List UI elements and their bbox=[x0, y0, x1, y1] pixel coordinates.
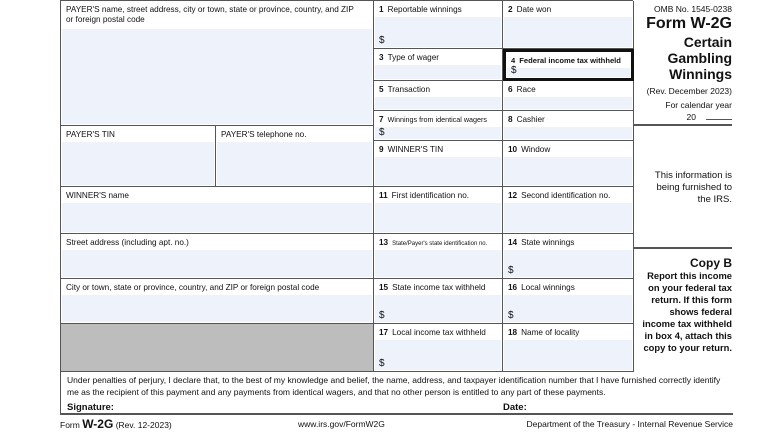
box-label: 1 Reportable winnings bbox=[379, 5, 462, 14]
winner-city-field[interactable]: City or town, state or province, country… bbox=[61, 279, 374, 324]
copy-instructions: Report this income on your federal tax r… bbox=[642, 270, 732, 353]
winner-street-field[interactable]: Street address (including apt. no.) bbox=[61, 234, 374, 279]
dollar-sign: $ bbox=[379, 35, 385, 46]
box-label: 7 Winnings from identical wagers bbox=[379, 115, 488, 124]
box-label: 13 State/Payer's state identification no. bbox=[379, 238, 488, 247]
box-label: 17 Local income tax withheld bbox=[379, 328, 486, 337]
payer-tin-field[interactable]: PAYER'S TIN bbox=[61, 126, 216, 187]
box-12[interactable]: 12 Second identification no. bbox=[503, 187, 634, 234]
box-14[interactable]: 14 State winnings $ bbox=[503, 234, 634, 279]
box-11[interactable]: 11 First identification no. bbox=[374, 187, 503, 234]
box-label: 4 Federal income tax withheld bbox=[511, 56, 621, 65]
box-label: 12 Second identification no. bbox=[508, 191, 611, 200]
form-name: Form W-2G bbox=[646, 15, 732, 32]
shaded-area bbox=[61, 324, 374, 372]
perjury-section: Under penalties of perjury, I declare th… bbox=[60, 371, 733, 415]
box-label: 10 Window bbox=[508, 145, 551, 154]
signature-field[interactable]: Signature: bbox=[67, 402, 114, 413]
box-label: 6 Race bbox=[508, 85, 536, 94]
calendar-year-field[interactable]: 20 bbox=[636, 112, 732, 122]
footer: Form W-2G (Rev. 12-2023) www.irs.gov/For… bbox=[60, 417, 733, 431]
box-label: 9 WINNER'S TIN bbox=[379, 145, 444, 154]
box-5[interactable]: 5 Transaction bbox=[374, 81, 503, 111]
dollar-sign: $ bbox=[508, 310, 514, 321]
box-label: 5 Transaction bbox=[379, 85, 431, 94]
box-18[interactable]: 18 Name of locality bbox=[503, 324, 634, 372]
box-label: 2 Date won bbox=[508, 5, 552, 14]
box-label: 11 First identification no. bbox=[379, 191, 470, 200]
box-4[interactable]: 4 Federal income tax withheld $ bbox=[503, 49, 634, 81]
box-label: 8 Cashier bbox=[508, 115, 545, 124]
dollar-sign: $ bbox=[379, 310, 385, 321]
box-3[interactable]: 3 Type of wager bbox=[374, 49, 503, 81]
box-13[interactable]: 13 State/Payer's state identification no. bbox=[374, 234, 503, 279]
dollar-sign: $ bbox=[379, 358, 385, 369]
copy-title: Copy B bbox=[690, 256, 732, 270]
box-label: 15 State income tax withheld bbox=[379, 283, 486, 292]
perjury-statement: Under penalties of perjury, I declare th… bbox=[67, 375, 721, 397]
box-17[interactable]: 17 Local income tax withheld $ bbox=[374, 324, 503, 372]
box-15[interactable]: 15 State income tax withheld $ bbox=[374, 279, 503, 324]
box-6[interactable]: 6 Race bbox=[503, 81, 634, 111]
box-16[interactable]: 16 Local winnings $ bbox=[503, 279, 634, 324]
form-w2g: PAYER'S name, street address, city or to… bbox=[60, 0, 634, 372]
box-2[interactable]: 2 Date won bbox=[503, 1, 634, 49]
irs-link[interactable]: www.irs.gov/FormW2G bbox=[298, 419, 385, 429]
revision: (Rev. December 2023) bbox=[646, 86, 732, 96]
dollar-sign: $ bbox=[508, 265, 514, 276]
dollar-sign: $ bbox=[379, 127, 385, 138]
box-label: 3 Type of wager bbox=[379, 53, 439, 62]
divider bbox=[633, 124, 732, 126]
dollar-sign: $ bbox=[511, 65, 517, 76]
box-1[interactable]: 1 Reportable winnings $ bbox=[374, 1, 503, 49]
payer-phone-field[interactable]: PAYER'S telephone no. bbox=[216, 126, 374, 187]
box-label: 16 Local winnings bbox=[508, 283, 575, 292]
omb-number: OMB No. 1545-0238 bbox=[654, 4, 732, 14]
box-9[interactable]: 9 WINNER'S TIN bbox=[374, 141, 503, 187]
divider bbox=[633, 247, 732, 249]
box-label: 18 Name of locality bbox=[508, 328, 580, 337]
box-label: 14 State winnings bbox=[508, 238, 575, 247]
date-field[interactable]: Date: bbox=[503, 402, 527, 413]
calendar-year-label: For calendar year bbox=[665, 100, 732, 110]
irs-note: This information is being furnished to t… bbox=[654, 170, 732, 205]
box-8[interactable]: 8 Cashier bbox=[503, 111, 634, 141]
payer-name-field[interactable]: PAYER'S name, street address, city or to… bbox=[61, 1, 374, 126]
winner-name-field[interactable]: WINNER'S name bbox=[61, 187, 374, 234]
box-7[interactable]: 7 Winnings from identical wagers $ bbox=[374, 111, 503, 141]
box-10[interactable]: 10 Window bbox=[503, 141, 634, 187]
form-title: Certain Gambling Winnings bbox=[667, 34, 732, 82]
